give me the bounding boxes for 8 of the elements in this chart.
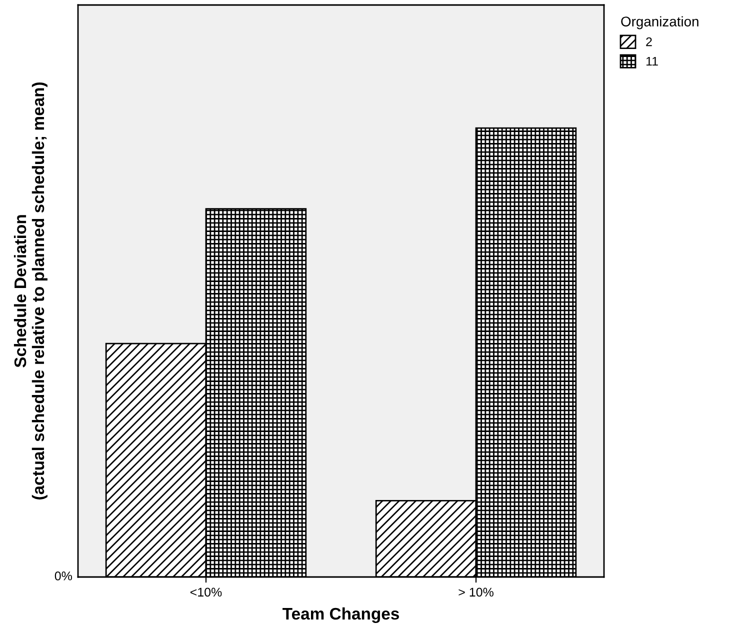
y-axis-title: Schedule Deviation (actual schedule relative to planned schedule; mean)	[14, 82, 48, 500]
text: 0%	[54, 572, 72, 580]
legend-label: 2	[646, 37, 652, 46]
x-tick-label: > 10%	[458, 588, 494, 597]
x-tick-label: <10%	[190, 588, 222, 597]
x-axis-title: Team Changes	[282, 607, 399, 624]
legend-title: Organization	[621, 16, 698, 30]
legend-label: 11	[646, 56, 658, 66]
